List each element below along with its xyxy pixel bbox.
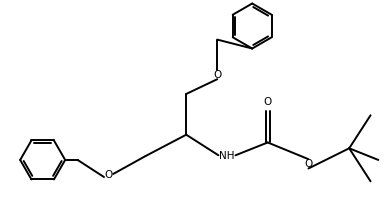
Text: O: O [213,69,222,80]
Text: O: O [263,97,272,108]
Text: O: O [104,170,113,181]
Text: NH: NH [219,151,235,161]
Text: O: O [304,159,313,169]
